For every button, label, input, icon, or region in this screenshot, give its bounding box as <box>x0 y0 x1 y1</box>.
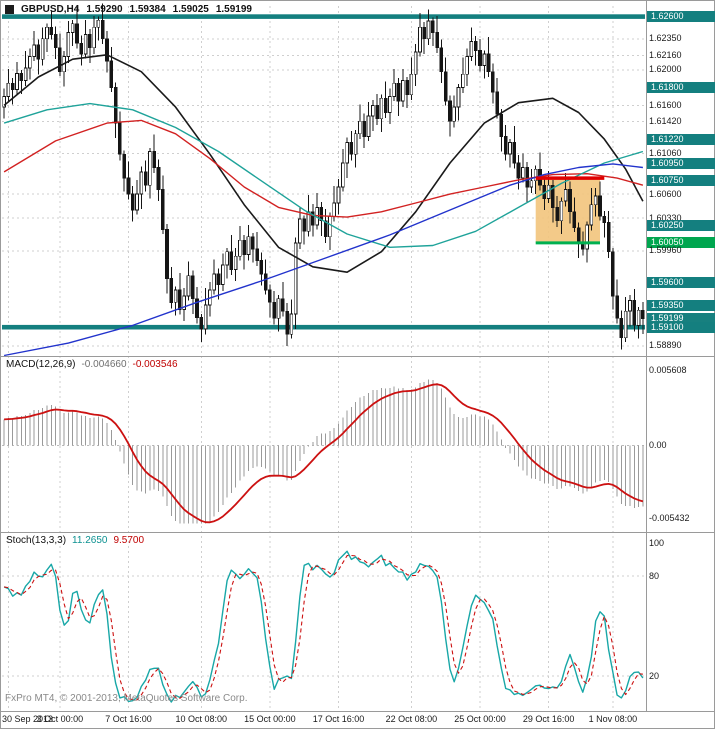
mt4-chart-window: GBPUSD,H4 1.59290 1.59384 1.59025 1.5919… <box>0 0 715 729</box>
chart-canvas[interactable] <box>0 0 715 729</box>
